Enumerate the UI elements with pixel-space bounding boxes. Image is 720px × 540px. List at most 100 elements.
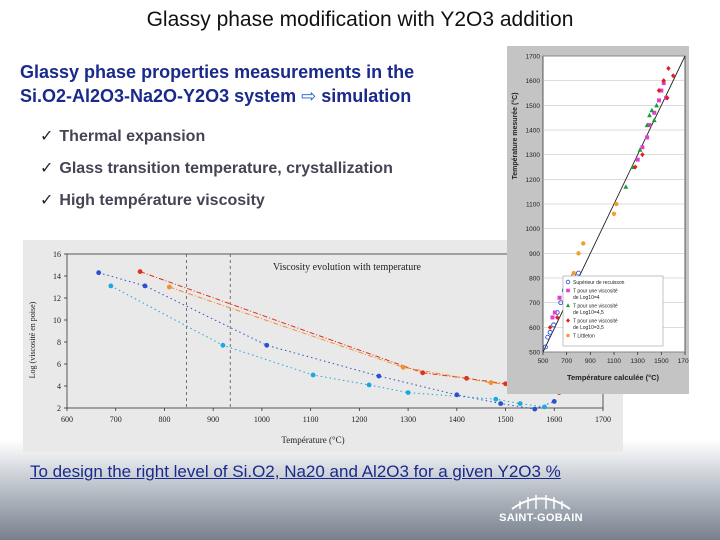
chart2-point bbox=[644, 122, 650, 128]
chart2-ytick-label: 1000 bbox=[526, 226, 541, 233]
chart1-ytick-label: 10 bbox=[53, 316, 61, 325]
chart1-ytick-label: 6 bbox=[57, 360, 61, 369]
chart2-legend: Supérieur de recuisson T pour une viscosi… bbox=[562, 275, 664, 347]
chart2-ytick-label: 1200 bbox=[526, 177, 541, 184]
chart1-ytick-label: 2 bbox=[57, 404, 61, 413]
chart2-xlabel: Température calculée (°C) bbox=[567, 373, 660, 382]
footer-background bbox=[0, 440, 720, 540]
chart2-ytick-label: 700 bbox=[529, 300, 540, 307]
chart1-point bbox=[264, 342, 270, 348]
chart2-point bbox=[551, 322, 557, 328]
chart1-point bbox=[220, 342, 226, 348]
subtitle-system: Si.O2-Al2O3-Na2O-Y2O3 system bbox=[20, 86, 302, 106]
chart1-point bbox=[96, 270, 102, 276]
chart2-legend-marker bbox=[566, 318, 570, 323]
chart2-ytick-label: 900 bbox=[529, 251, 540, 258]
chart2-legend-marker bbox=[565, 279, 571, 285]
chart2-legend-label: T pour une viscosité bbox=[573, 319, 618, 325]
chart2-point bbox=[557, 295, 562, 300]
subtitle-simulation: simulation bbox=[316, 86, 412, 106]
chart1-title: Viscosity evolution with temperature bbox=[273, 262, 422, 273]
bullet-text: Glass transition temperature, crystalliz… bbox=[59, 160, 393, 177]
chart1-xtick-label: 600 bbox=[61, 415, 73, 424]
bullet-item: ✓ High température viscosity bbox=[40, 190, 393, 222]
chart1-xtick-label: 1000 bbox=[254, 415, 270, 424]
chart2-point bbox=[656, 88, 662, 94]
chart1-point bbox=[400, 364, 406, 370]
chart1-xtick-label: 1700 bbox=[595, 415, 611, 424]
temperature-parity-chart: 500 600 700 800 900 1000 1100 1200 1300 1400 1500 1… bbox=[507, 46, 689, 394]
chart1-point bbox=[420, 370, 426, 376]
chart1-point bbox=[405, 390, 411, 395]
chart2-legend-marker bbox=[566, 333, 570, 338]
chart1-point bbox=[517, 401, 523, 406]
chart2-point bbox=[552, 310, 557, 315]
chart1-point bbox=[542, 404, 547, 410]
chart2-point bbox=[623, 184, 629, 189]
chart1-point bbox=[551, 399, 557, 404]
chart1-xtick-label: 700 bbox=[110, 415, 122, 424]
chart2-point bbox=[576, 270, 581, 276]
chart2-xtick-label: 1700 bbox=[678, 358, 689, 365]
chart2-legend-label: de Log10=3,5 bbox=[573, 325, 604, 331]
logo-text: SAINT-GOBAIN bbox=[499, 512, 583, 524]
chart2-legend-label: de Log10=4,5 bbox=[573, 310, 604, 316]
chart2-point bbox=[640, 145, 645, 150]
chart2-ylabel: Température mesurée (°C) bbox=[511, 92, 519, 179]
chart2-point bbox=[542, 344, 548, 350]
chart1-point bbox=[310, 372, 316, 378]
chart1-point bbox=[166, 284, 172, 290]
subtitle-line-1: Glassy phase properties measurements in … bbox=[20, 62, 415, 82]
chart1-point bbox=[108, 283, 114, 289]
arch-icon bbox=[511, 495, 571, 510]
chart1-ytick-label: 14 bbox=[53, 272, 61, 281]
chart1-xtick-label: 800 bbox=[158, 415, 170, 424]
check-icon: ✓ bbox=[40, 160, 54, 177]
chart1-point bbox=[366, 382, 372, 388]
chart1-xtick-label: 1500 bbox=[498, 415, 514, 424]
chart2-ytick-label: 1700 bbox=[526, 54, 541, 61]
chart1-ytick-label: 4 bbox=[57, 382, 61, 391]
chart2-legend-label: T pour une viscosité bbox=[573, 304, 618, 310]
chart2-ytick-label: 1300 bbox=[526, 152, 541, 159]
chart2-point bbox=[651, 117, 657, 123]
chart2-point bbox=[581, 241, 586, 246]
chart1-point bbox=[454, 392, 460, 398]
bullet-list: ✓ Thermal expansion ✓ Glass transition tem… bbox=[40, 126, 393, 222]
chart1-point bbox=[498, 401, 504, 406]
chart2-point bbox=[656, 98, 661, 103]
chart1-ytick-label: 16 bbox=[53, 250, 61, 259]
chart1-xtick-label: 1400 bbox=[449, 415, 465, 424]
chart2-xtick-label: 900 bbox=[585, 358, 596, 365]
arrow-icon: ⇨ bbox=[301, 86, 317, 106]
check-icon: ✓ bbox=[40, 128, 54, 145]
chart2-ytick-label: 1500 bbox=[526, 103, 541, 110]
chart2-point bbox=[649, 107, 655, 113]
chart2-point bbox=[545, 334, 551, 340]
chart2-point bbox=[654, 102, 659, 108]
chart2-ytick-label: 1100 bbox=[526, 202, 540, 209]
chart1-point bbox=[532, 406, 538, 412]
chart1-xtick-label: 1600 bbox=[546, 415, 562, 424]
chart1-xlabel: Température (°C) bbox=[281, 435, 344, 445]
chart1-ytick-label: 8 bbox=[57, 338, 61, 347]
chart2-legend-label: de Log10=4 bbox=[573, 295, 600, 301]
chart2-legend-marker bbox=[566, 288, 570, 293]
chart2-point bbox=[611, 211, 617, 217]
saint-gobain-logo: SAINT-GOBAIN bbox=[486, 492, 596, 526]
slide-subtitle: Glassy phase properties measurements in … bbox=[20, 60, 490, 108]
chart2-xtick-label: 700 bbox=[561, 358, 572, 365]
chart1-xtick-label: 900 bbox=[207, 415, 219, 424]
chart2-point bbox=[665, 95, 670, 101]
chart2-ytick-label: 1600 bbox=[526, 78, 541, 85]
chart2-ytick-label: 1400 bbox=[526, 128, 541, 135]
chart2-point bbox=[635, 157, 640, 162]
chart2-xtick-label: 500 bbox=[538, 358, 549, 365]
chart1-point bbox=[464, 375, 469, 381]
chart1-xtick-label: 1300 bbox=[400, 415, 416, 424]
chart2-point bbox=[666, 65, 671, 71]
footer-text: To design the right level of Si.O2, Na20… bbox=[30, 462, 561, 481]
chart1-ylabel: Log (viscosité en poise) bbox=[28, 301, 37, 378]
bullet-item: ✓ Glass transition temperature, crystalli… bbox=[40, 158, 393, 190]
chart1-xtick-label: 1100 bbox=[303, 415, 319, 424]
